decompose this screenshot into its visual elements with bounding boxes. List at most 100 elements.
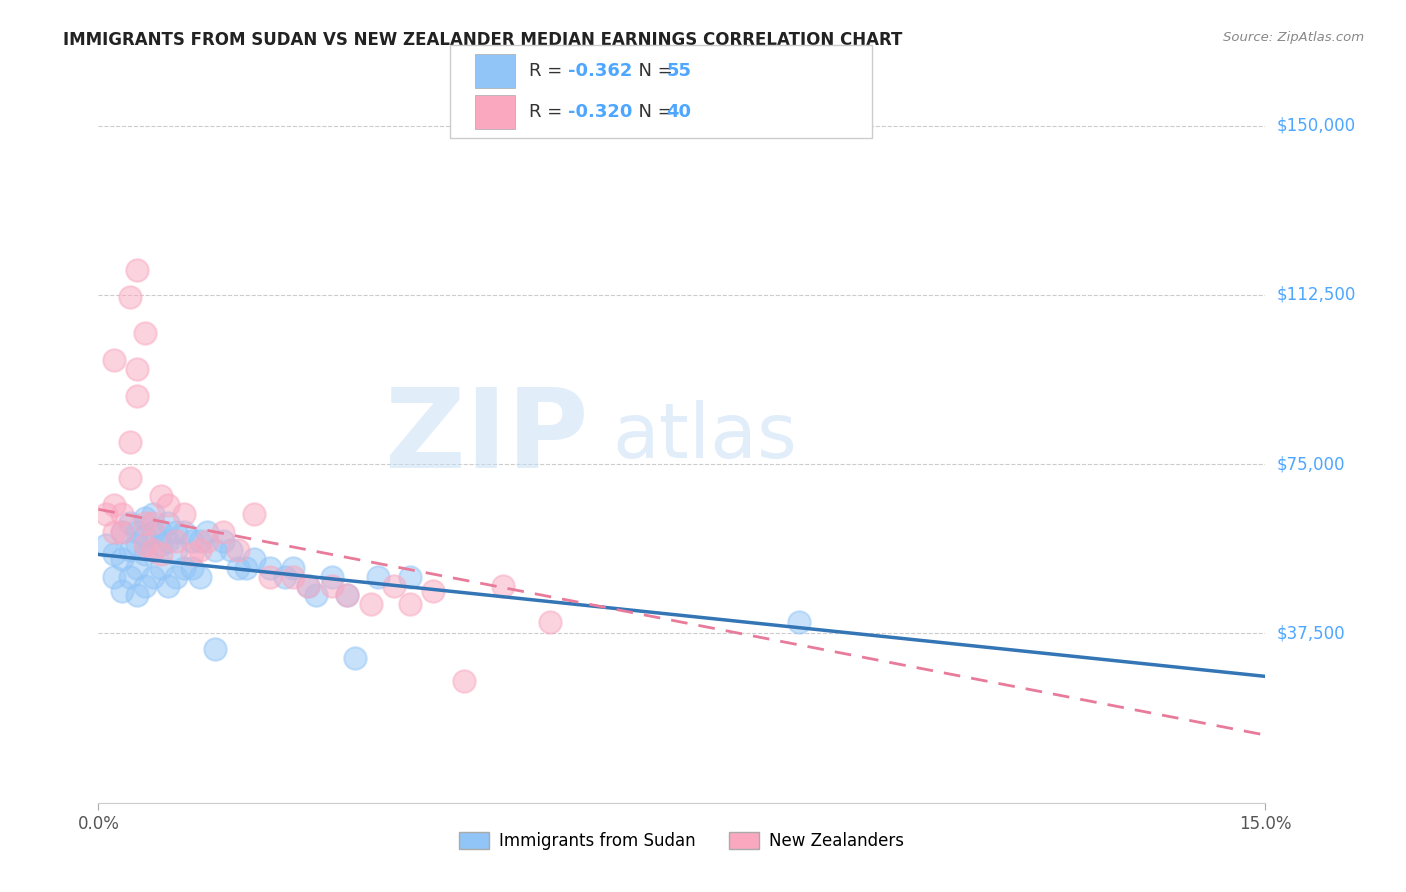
- Point: [297, 579, 319, 593]
- Point: [195, 533, 218, 548]
- Point: [111, 507, 134, 521]
- Point: [398, 570, 420, 584]
- Point: [142, 543, 165, 558]
- Point: [118, 543, 141, 558]
- Point: [134, 579, 156, 593]
- Point: [118, 434, 141, 449]
- Point: [118, 471, 141, 485]
- Point: [243, 507, 266, 521]
- Point: [134, 538, 156, 552]
- Point: [297, 579, 319, 593]
- Point: [157, 516, 180, 530]
- Text: R =: R =: [529, 62, 568, 79]
- Point: [127, 362, 149, 376]
- Point: [180, 533, 202, 548]
- Point: [228, 543, 250, 558]
- Point: [149, 524, 172, 539]
- Point: [281, 561, 304, 575]
- Point: [118, 516, 141, 530]
- Point: [173, 524, 195, 539]
- Point: [149, 538, 172, 552]
- Point: [118, 290, 141, 304]
- Point: [142, 507, 165, 521]
- Point: [180, 561, 202, 575]
- Point: [111, 524, 134, 539]
- Point: [103, 524, 125, 539]
- Point: [127, 524, 149, 539]
- Point: [180, 548, 202, 562]
- Text: N =: N =: [627, 103, 679, 121]
- Point: [142, 516, 165, 530]
- Text: $37,500: $37,500: [1277, 624, 1346, 642]
- Point: [188, 570, 211, 584]
- Text: Source: ZipAtlas.com: Source: ZipAtlas.com: [1223, 31, 1364, 45]
- Point: [157, 579, 180, 593]
- Point: [142, 570, 165, 584]
- Point: [453, 673, 475, 688]
- Point: [398, 597, 420, 611]
- Point: [787, 615, 810, 630]
- Point: [127, 538, 149, 552]
- Point: [111, 583, 134, 598]
- Point: [127, 389, 149, 403]
- Point: [103, 548, 125, 562]
- Point: [134, 326, 156, 341]
- Point: [173, 507, 195, 521]
- Point: [134, 516, 156, 530]
- Point: [259, 570, 281, 584]
- Point: [134, 529, 156, 543]
- Point: [149, 561, 172, 575]
- Text: $150,000: $150,000: [1277, 117, 1355, 135]
- Point: [492, 579, 515, 593]
- Point: [204, 543, 226, 558]
- Point: [173, 561, 195, 575]
- Point: [103, 570, 125, 584]
- Text: N =: N =: [627, 62, 679, 79]
- Point: [259, 561, 281, 575]
- Text: IMMIGRANTS FROM SUDAN VS NEW ZEALANDER MEDIAN EARNINGS CORRELATION CHART: IMMIGRANTS FROM SUDAN VS NEW ZEALANDER M…: [63, 31, 903, 49]
- Text: -0.320: -0.320: [568, 103, 633, 121]
- Point: [142, 543, 165, 558]
- Legend: Immigrants from Sudan, New Zealanders: Immigrants from Sudan, New Zealanders: [453, 825, 911, 856]
- Point: [188, 543, 211, 558]
- Point: [157, 533, 180, 548]
- Point: [96, 538, 118, 552]
- Point: [274, 570, 297, 584]
- Point: [228, 561, 250, 575]
- Point: [195, 524, 218, 539]
- Point: [305, 588, 328, 602]
- Text: ZIP: ZIP: [385, 384, 589, 491]
- Point: [382, 579, 405, 593]
- Point: [127, 561, 149, 575]
- Point: [165, 543, 187, 558]
- Text: atlas: atlas: [612, 401, 797, 474]
- Point: [118, 570, 141, 584]
- Point: [134, 548, 156, 562]
- Point: [188, 533, 211, 548]
- Text: $75,000: $75,000: [1277, 455, 1346, 473]
- Point: [142, 524, 165, 539]
- Point: [538, 615, 561, 630]
- Point: [149, 548, 172, 562]
- Point: [422, 583, 444, 598]
- Point: [111, 552, 134, 566]
- Point: [103, 353, 125, 368]
- Point: [149, 489, 172, 503]
- Point: [96, 507, 118, 521]
- Point: [336, 588, 359, 602]
- Point: [157, 498, 180, 512]
- Point: [127, 263, 149, 277]
- Text: $112,500: $112,500: [1277, 285, 1355, 304]
- Point: [165, 533, 187, 548]
- Text: R =: R =: [529, 103, 568, 121]
- Point: [165, 570, 187, 584]
- Point: [360, 597, 382, 611]
- Text: -0.362: -0.362: [568, 62, 633, 79]
- Point: [212, 524, 235, 539]
- Point: [111, 524, 134, 539]
- Text: 40: 40: [666, 103, 692, 121]
- Point: [212, 533, 235, 548]
- Point: [321, 570, 343, 584]
- Point: [103, 498, 125, 512]
- Point: [321, 579, 343, 593]
